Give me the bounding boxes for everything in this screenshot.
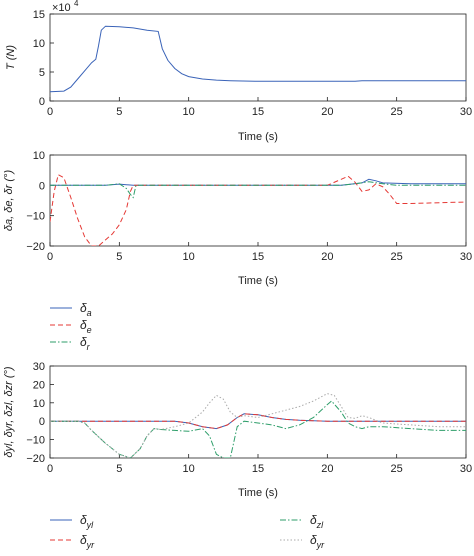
- chart-panel-1: 0 5 10 15 20 25 30 0 5 10 15 Time (s) T (N) ×10 4: [5, 0, 472, 143]
- y-tick-label: 20: [33, 379, 45, 391]
- y-tick-label: 10: [33, 398, 45, 410]
- legend-subscript: a: [87, 308, 92, 318]
- legend-label: δzl: [310, 513, 324, 530]
- legend-symbol: δ: [80, 513, 87, 527]
- y-tick-label: 0: [39, 96, 45, 108]
- x-tick-label: 30: [460, 106, 472, 118]
- x-tick-label: 20: [321, 106, 333, 118]
- x-tick-label: 10: [183, 251, 195, 263]
- y-scale-exponent: 4: [74, 0, 79, 8]
- y-axis-label: δyl, δyr, δzl, δzr (°): [3, 366, 15, 458]
- x-tick-label: 0: [47, 251, 53, 263]
- legend-subscript: yr: [316, 540, 326, 550]
- series-line-1: [50, 178, 466, 186]
- series-line-3: [50, 400, 466, 458]
- y-tick-label: 0: [39, 180, 45, 192]
- legend-subscript: yr: [86, 540, 96, 550]
- plot-area: [49, 154, 467, 247]
- x-tick-label: 15: [252, 106, 264, 118]
- x-tick-label: 0: [47, 463, 53, 475]
- y-tick-label: 15: [33, 9, 45, 21]
- x-tick-label: 10: [183, 463, 195, 475]
- legend-symbol: δ: [80, 335, 87, 349]
- legend-label: δa: [80, 301, 92, 318]
- legend-label: δr: [80, 335, 91, 352]
- series-line-2: [50, 173, 466, 246]
- y-tick-label: −20: [26, 453, 45, 465]
- legend-symbol: δ: [80, 301, 87, 315]
- x-tick-label: 25: [391, 251, 403, 263]
- series-line-2: [50, 413, 466, 430]
- legend-symbol: δ: [310, 533, 317, 547]
- y-tick-label: 10: [33, 38, 45, 50]
- y-tick-label: 0: [39, 416, 45, 428]
- x-axis-label: Time (s): [238, 131, 278, 143]
- y-tick-label: 10: [33, 150, 45, 162]
- series-line-1: [50, 25, 466, 93]
- x-tick-label: 25: [391, 463, 403, 475]
- x-tick-label: 15: [252, 251, 264, 263]
- y-tick-label: −20: [26, 241, 45, 253]
- x-axis-label: Time (s): [238, 487, 278, 499]
- x-tick-label: 15: [252, 463, 264, 475]
- legend-label: δyr: [80, 533, 95, 550]
- chart-panel-2: 0 5 10 15 20 25 30 −20 −10 0 10 Time (s) δa, δe, δr …: [3, 150, 472, 352]
- legend-symbol: δ: [80, 318, 87, 332]
- x-tick-label: 5: [116, 106, 122, 118]
- plot-area: [49, 13, 467, 102]
- y-axis-label: T (N): [5, 45, 17, 70]
- y-scale-label: ×10: [52, 2, 71, 14]
- y-tick-label: −10: [26, 435, 45, 447]
- x-tick-label: 5: [116, 251, 122, 263]
- y-tick-label: −10: [26, 211, 45, 223]
- x-axis-label: Time (s): [238, 275, 278, 287]
- legend-subscript: zl: [316, 520, 325, 530]
- legend-symbol: δ: [80, 533, 87, 547]
- x-tick-label: 5: [116, 463, 122, 475]
- legend-label: δyr: [310, 533, 325, 550]
- x-tick-label: 30: [460, 463, 472, 475]
- series-line-1: [50, 413, 466, 430]
- legend-subscript: yl: [86, 520, 95, 530]
- legend-label: δe: [80, 318, 92, 335]
- legend-symbol: δ: [310, 513, 317, 527]
- plot-area: [49, 365, 467, 459]
- legend-subscript: r: [87, 342, 91, 352]
- legend-label: δyl: [80, 513, 94, 530]
- x-tick-label: 0: [47, 106, 53, 118]
- legend-subscript: e: [87, 325, 92, 335]
- chart-panel-3: 0 5 10 15 20 25 30 −20 −10 0 10 20 30 Time (s) δyl, δy…: [3, 361, 472, 550]
- x-tick-label: 10: [183, 106, 195, 118]
- x-tick-label: 30: [460, 251, 472, 263]
- x-tick-label: 20: [321, 251, 333, 263]
- y-tick-label: 5: [39, 67, 45, 79]
- y-tick-label: 30: [33, 361, 45, 373]
- y-axis-label: δa, δe, δr (°): [3, 170, 15, 232]
- series-line-3: [50, 181, 466, 199]
- x-tick-label: 20: [321, 463, 333, 475]
- x-tick-label: 25: [391, 106, 403, 118]
- series-line-4: [50, 393, 466, 458]
